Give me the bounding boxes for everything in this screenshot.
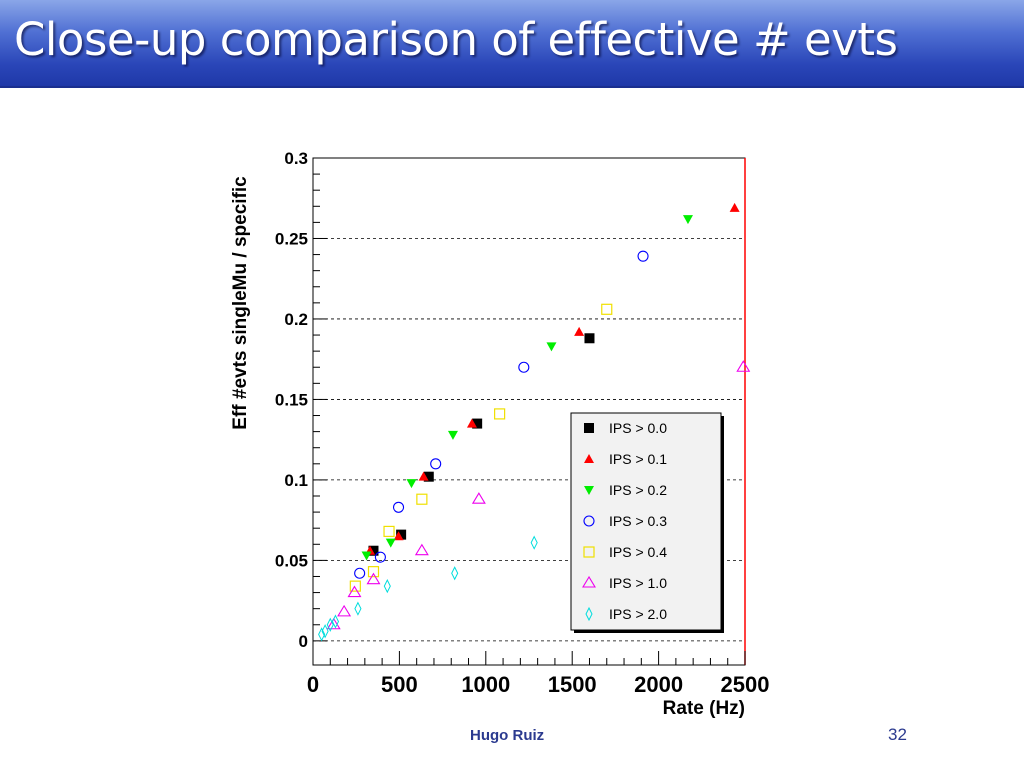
title-bar: Close-up comparison of effective # evts [0, 0, 1024, 88]
data-point-series-6 [530, 535, 538, 550]
slide-number: 32 [888, 725, 907, 744]
legend-marker [585, 606, 593, 622]
data-point-series-5 [326, 617, 341, 630]
data-point-series-1 [418, 471, 429, 481]
data-point-series-5 [471, 492, 486, 504]
legend-marker [582, 575, 596, 588]
data-point-series-0 [584, 333, 595, 344]
data-point-series-3 [518, 361, 530, 373]
y-tick-label: 0.25 [275, 229, 308, 248]
y-tick-label: 0.05 [275, 551, 308, 570]
data-point-series-0 [472, 418, 483, 429]
y-axis-label: Eff #evts singleMu / specific [230, 176, 251, 430]
x-tick-label: 1500 [548, 672, 597, 697]
data-point-series-4 [349, 580, 361, 592]
data-point-series-3 [392, 501, 405, 513]
data-point-series-2 [361, 551, 372, 561]
data-point-series-2 [385, 538, 396, 548]
data-point-series-1 [466, 418, 477, 428]
x-tick-label: 1000 [461, 672, 510, 697]
data-point-series-6 [451, 566, 459, 581]
data-point-series-5 [414, 543, 429, 556]
data-point-series-0 [396, 529, 407, 540]
y-tick-label: 0.2 [284, 310, 308, 329]
legend-label: IPS > 0.2 [609, 482, 667, 498]
data-point-series-2 [406, 479, 417, 489]
data-point-series-3 [354, 567, 366, 579]
data-point-series-5 [337, 604, 352, 617]
data-point-series-4 [416, 493, 428, 505]
data-point-series-6 [326, 617, 334, 632]
y-tick-label: 0 [299, 632, 308, 651]
data-point-series-6 [383, 579, 391, 594]
legend-label: IPS > 0.0 [609, 420, 667, 436]
legend-label: IPS > 0.1 [609, 451, 667, 467]
data-point-series-6 [354, 601, 362, 616]
data-point-series-4 [367, 566, 380, 578]
legend-box [570, 412, 722, 631]
data-point-series-4 [601, 303, 613, 315]
data-point-series-1 [729, 202, 740, 212]
legend-label: IPS > 0.3 [609, 513, 667, 529]
legend-label: IPS > 1.0 [609, 575, 667, 591]
legend-label: IPS > 2.0 [609, 606, 667, 622]
data-point-series-6 [331, 614, 340, 629]
data-point-series-1 [574, 326, 585, 336]
legend-marker [583, 515, 595, 527]
x-tick-label: 500 [381, 672, 418, 697]
x-tick-label: 2000 [634, 672, 683, 697]
x-tick-label: 0 [307, 672, 319, 697]
x-tick-label: 2500 [721, 672, 770, 697]
y-tick-label: 0.15 [275, 390, 308, 409]
data-point-series-2 [546, 342, 557, 352]
slide-title: Close-up comparison of effective # evts [14, 13, 898, 66]
data-point-series-6 [321, 624, 329, 639]
data-point-series-5 [366, 572, 381, 585]
author-footer: Hugo Ruiz [470, 727, 545, 744]
data-point-series-1 [393, 531, 404, 541]
data-point-series-6 [318, 627, 326, 642]
data-point-series-3 [430, 458, 442, 470]
x-axis-label: Rate (Hz) [663, 698, 745, 719]
data-point-series-0 [423, 471, 434, 482]
data-point-series-3 [374, 551, 386, 563]
data-point-series-5 [736, 360, 751, 372]
data-point-series-4 [494, 408, 506, 420]
data-point-series-5 [347, 585, 362, 598]
legend-marker [584, 423, 594, 433]
data-point-series-2 [447, 430, 458, 440]
y-tick-label: 0.3 [284, 149, 308, 168]
data-point-series-3 [637, 250, 649, 262]
legend-label: IPS > 0.4 [609, 544, 667, 560]
data-point-series-4 [383, 525, 395, 538]
data-point-series-0 [368, 545, 379, 556]
legend-marker [584, 454, 594, 463]
data-point-series-2 [682, 215, 693, 225]
legend-marker [584, 486, 594, 495]
y-tick-label: 0.1 [284, 471, 308, 490]
legend-marker [583, 546, 595, 558]
